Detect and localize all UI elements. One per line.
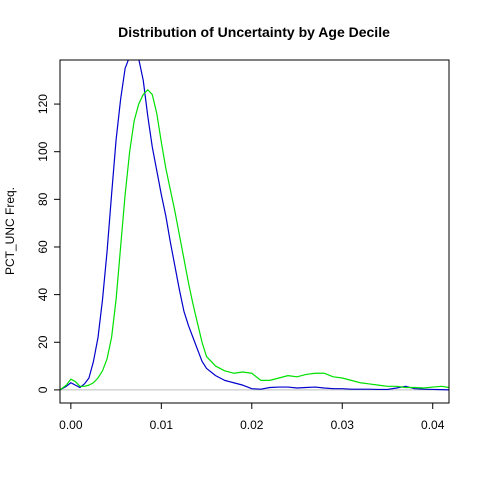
y-tick-label: 120 [36,94,50,114]
plot-frame [59,59,450,404]
chart-title: Distribution of Uncertainty by Age Decil… [118,24,390,40]
y-tick-label: 80 [36,192,50,206]
y-tick-label: 20 [36,335,50,349]
plot-area [60,60,449,391]
y-tick-label: 40 [36,288,50,302]
x-tick-label: 0.04 [421,418,445,432]
x-tick-label: 0.03 [331,418,355,432]
x-tick-label: 0.00 [59,418,83,432]
y-axis: 0 20 40 60 80 100 120 [36,94,60,393]
x-tick-label: 0.02 [240,418,264,432]
y-tick-label: 0 [36,386,50,393]
x-tick-label: 0.01 [150,418,174,432]
y-axis-label: PCT_UNC Freq. [3,187,17,275]
y-tick-label: 60 [36,240,50,254]
y-tick-label: 100 [36,141,50,161]
series-line-1 [60,60,449,391]
series-line-2 [60,89,449,391]
x-axis: 0.00 0.01 0.02 0.03 0.04 [59,403,445,432]
